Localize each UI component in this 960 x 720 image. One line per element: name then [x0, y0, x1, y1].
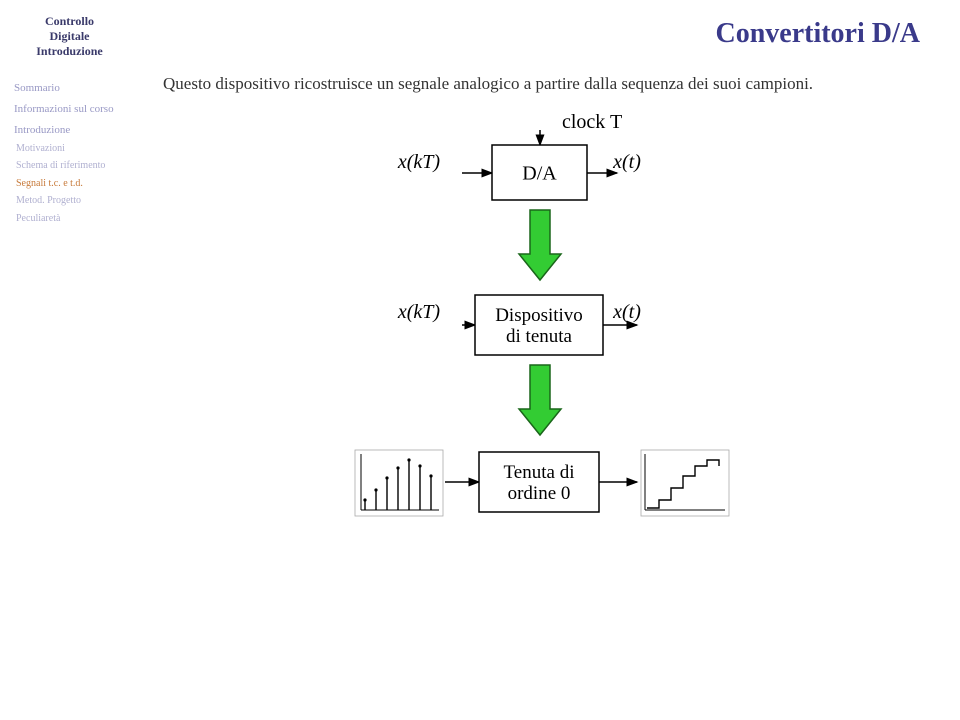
nav-item[interactable]: Segnali t.c. e t.d.: [16, 177, 125, 191]
sidebar-nav: Sommario Informazioni sul corso Introduzio…: [14, 81, 125, 225]
svg-text:Tenuta di: Tenuta di: [503, 462, 574, 483]
svg-text:clock T: clock T: [562, 111, 622, 133]
intro-paragraph: Questo dispositivo ricostruisce un segna…: [163, 72, 920, 96]
sidebar-header: ControlloDigitaleIntroduzione: [14, 14, 125, 59]
svg-text:di tenuta: di tenuta: [506, 326, 573, 347]
nav-item[interactable]: Metod. Progetto: [16, 194, 125, 208]
svg-text:Dispositivo: Dispositivo: [495, 305, 583, 326]
svg-text:x(kT): x(kT): [396, 151, 440, 173]
nav-item[interactable]: Schema di riferimento: [16, 159, 125, 173]
nav-item[interactable]: Informazioni sul corso: [14, 102, 125, 117]
main-content: Convertitori D/A Questo dispositivo rico…: [135, 0, 960, 720]
page-title: Convertitori D/A: [163, 18, 920, 50]
svg-text:x(kT): x(kT): [396, 301, 440, 323]
svg-text:ordine 0: ordine 0: [507, 483, 570, 504]
nav-item[interactable]: Peculiaretà: [16, 212, 125, 226]
sidebar: ControlloDigitaleIntroduzione Sommario In…: [0, 0, 135, 720]
diagram-area: clock T D/A x(kT) x(t) Dispositivodi tenuta x…: [327, 110, 757, 585]
svg-text:D/A: D/A: [522, 162, 557, 184]
svg-text:x(t): x(t): [612, 301, 641, 323]
nav-item[interactable]: Motivazioni: [16, 142, 125, 156]
nav-item[interactable]: Introduzione: [14, 123, 125, 138]
svg-text:x(t): x(t): [612, 151, 641, 173]
nav-item[interactable]: Sommario: [14, 81, 125, 96]
da-converter-diagram: clock T D/A x(kT) x(t) Dispositivodi tenuta x…: [327, 110, 757, 580]
